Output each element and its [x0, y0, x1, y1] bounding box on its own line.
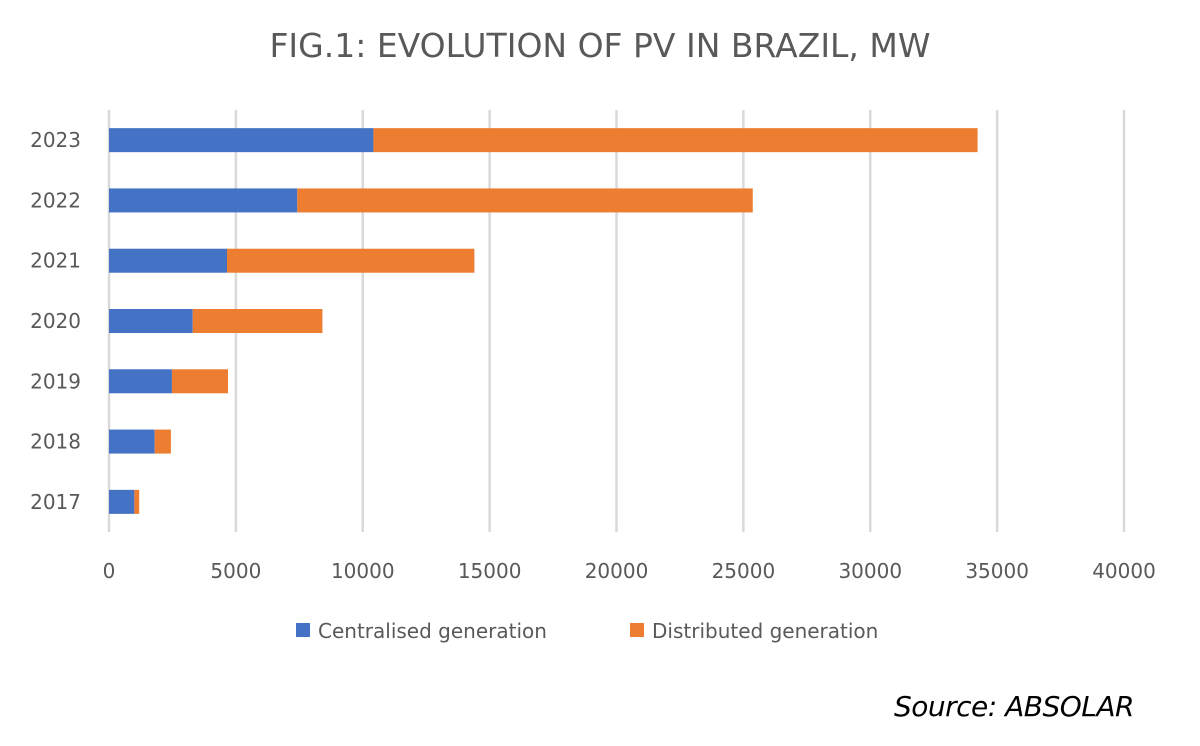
x-tick-label: 5000: [210, 559, 261, 583]
x-tick-label: 15000: [458, 559, 522, 583]
x-tick-label: 20000: [585, 559, 649, 583]
y-tick-labels: 2017 2018 2019 2020 2021 2022 2023: [30, 128, 81, 514]
bar-distributed-2023: [373, 128, 978, 153]
x-tick-label: 0: [103, 559, 116, 583]
bars: [109, 128, 978, 514]
bar-distributed-2021: [226, 248, 475, 273]
bar-distributed-2020: [192, 309, 323, 333]
y-tick-label: 2019: [30, 369, 81, 393]
x-tick-label: 40000: [1092, 559, 1156, 583]
bar-distributed-2017: [134, 489, 140, 514]
legend-label: Distributed generation: [652, 619, 878, 643]
bar-distributed-2022: [297, 188, 753, 213]
source-caption: Source: ABSOLAR: [893, 690, 1135, 723]
bar-centralised-2020: [109, 309, 193, 333]
y-tick-label: 2022: [30, 188, 81, 212]
chart: FIG.1: EVOLUTION OF PV IN BRAZIL, MW 201…: [30, 26, 1156, 643]
bar-distributed-2018: [154, 429, 171, 454]
bar-centralised-2018: [109, 429, 155, 454]
bar-centralised-2023: [109, 128, 374, 153]
y-tick-label: 2018: [30, 430, 81, 454]
x-tick-label: 25000: [712, 559, 776, 583]
bar-centralised-2019: [109, 369, 172, 394]
bar-centralised-2022: [109, 188, 298, 213]
y-tick-label: 2020: [30, 309, 81, 333]
gridlines: [107, 110, 1126, 532]
legend-label: Centralised generation: [318, 619, 547, 643]
legend: Centralised generation Distributed genera…: [296, 619, 878, 643]
y-tick-label: 2023: [30, 128, 81, 152]
bar-distributed-2019: [171, 369, 229, 394]
x-tick-labels: 0 5000 10000 15000 20000 25000 30000 35000 40000: [103, 559, 1156, 583]
chart-title: FIG.1: EVOLUTION OF PV IN BRAZIL, MW: [269, 26, 930, 65]
x-tick-label: 30000: [838, 559, 902, 583]
legend-swatch: [630, 623, 644, 637]
bar-centralised-2021: [109, 248, 227, 273]
x-tick-label: 10000: [331, 559, 395, 583]
y-tick-label: 2021: [30, 249, 81, 273]
y-tick-label: 2017: [30, 490, 81, 514]
bar-centralised-2017: [109, 489, 135, 514]
legend-swatch: [296, 623, 310, 637]
x-tick-label: 35000: [965, 559, 1029, 583]
